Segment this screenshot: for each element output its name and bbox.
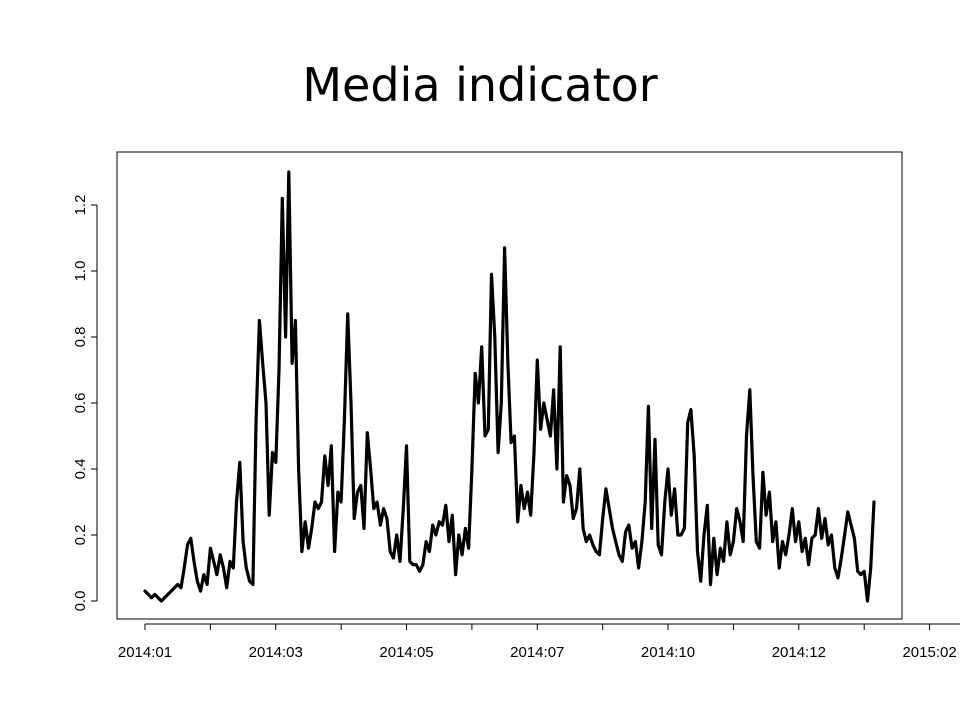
x-tick-label: 2014:01 bbox=[118, 644, 172, 661]
y-tick-label: 1.2 bbox=[72, 195, 89, 216]
x-tick-label: 2014:07 bbox=[510, 644, 564, 661]
y-tick-label: 1.0 bbox=[72, 261, 89, 282]
x-tick-label: 2015:02 bbox=[902, 644, 956, 661]
y-tick-label: 0.6 bbox=[72, 393, 89, 414]
x-axis: 2014:01 2014:03 2014:05 2014:07 2014:10 2014:… bbox=[118, 623, 960, 661]
y-axis: 0.0 0.2 0.4 0.6 0.8 1.0 1.2 bbox=[72, 195, 98, 612]
x-tick-label: 2014:12 bbox=[772, 644, 826, 661]
y-tick-label: 0.4 bbox=[72, 459, 89, 480]
x-tick-label: 2014:10 bbox=[641, 644, 695, 661]
page-title: Media indicator bbox=[302, 58, 658, 112]
x-tick-label: 2014:05 bbox=[379, 644, 433, 661]
plot-frame bbox=[116, 151, 903, 620]
x-tick-label: 2014:03 bbox=[249, 644, 303, 661]
series-layer bbox=[143, 170, 876, 603]
y-tick-label: 0.0 bbox=[72, 591, 89, 612]
y-tick-label: 0.8 bbox=[72, 327, 89, 348]
y-tick-label: 0.2 bbox=[72, 525, 89, 546]
series-line bbox=[143, 170, 876, 603]
